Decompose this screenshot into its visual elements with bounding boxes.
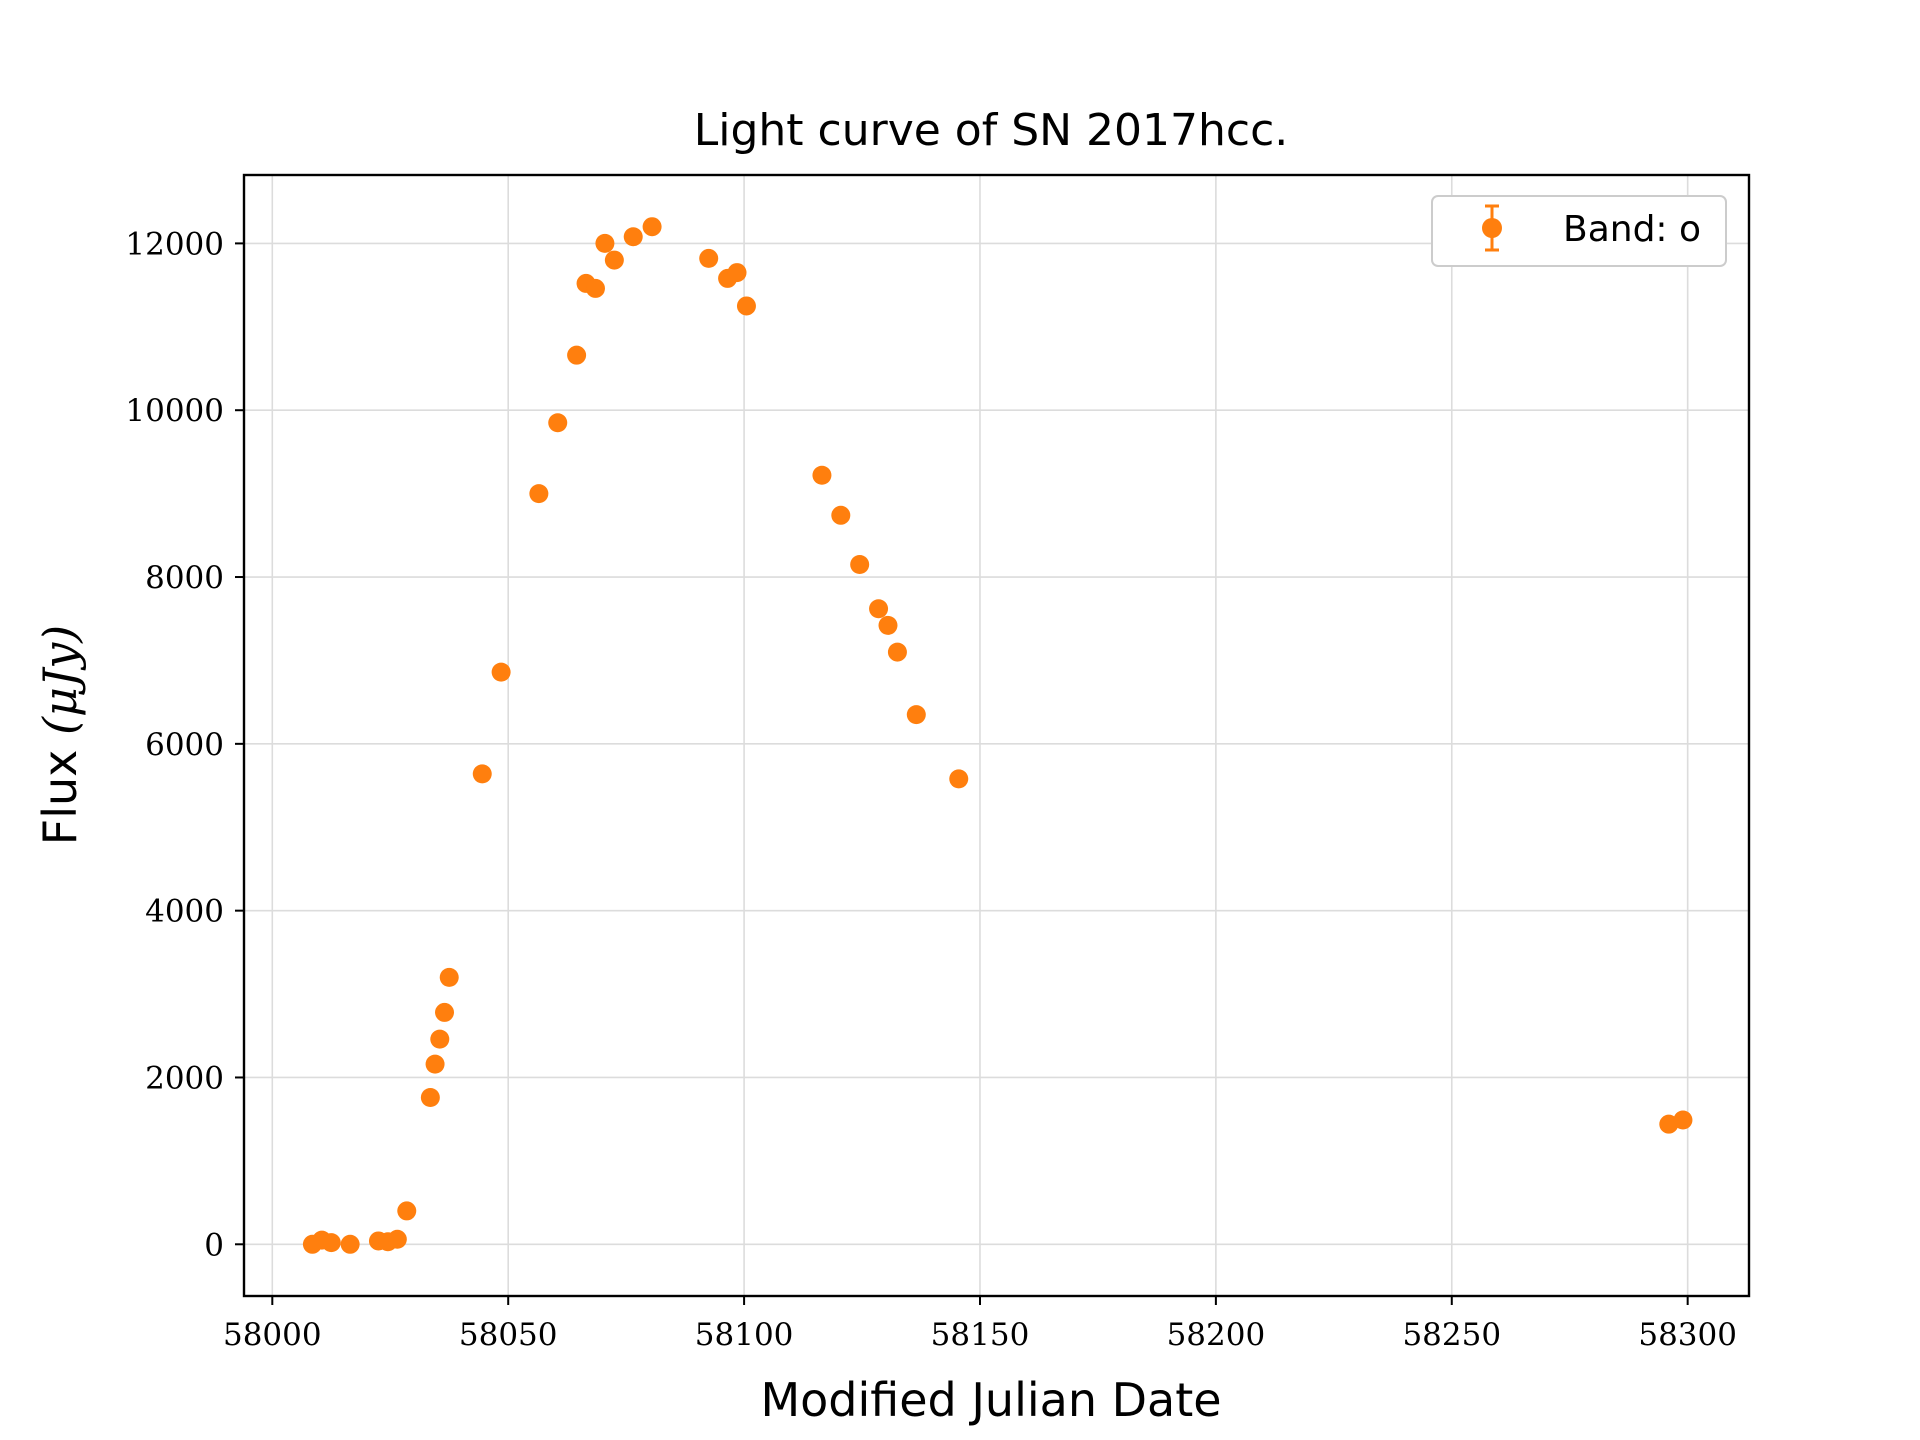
- plot-frame: [242, 173, 1751, 1298]
- legend-box: [1431, 195, 1727, 267]
- data-point: [869, 599, 889, 619]
- x-tick-label: 58000: [223, 1317, 322, 1353]
- grid-lines: [244, 175, 1749, 1296]
- data-point: [595, 233, 615, 253]
- data-point: [340, 1234, 360, 1254]
- data-point: [420, 1087, 440, 1107]
- y-tick-label: 8000: [145, 560, 224, 596]
- legend: Band: o: [1431, 195, 1727, 267]
- data-point: [1673, 1110, 1693, 1130]
- data-point: [529, 484, 549, 504]
- x-tick-label: 58050: [459, 1317, 558, 1353]
- x-tick-label: 58100: [695, 1317, 794, 1353]
- data-point: [831, 505, 851, 525]
- data-point: [321, 1233, 341, 1253]
- data-point: [727, 263, 747, 283]
- data-point: [878, 615, 898, 635]
- y-tick-label: 0: [204, 1227, 224, 1263]
- legend-label: Band: o: [1563, 209, 1701, 250]
- data-point: [850, 555, 870, 575]
- data-point: [906, 705, 926, 725]
- y-tick-label: 6000: [145, 727, 224, 763]
- data-point: [472, 764, 492, 784]
- x-tick-label: 58150: [931, 1317, 1030, 1353]
- data-point: [397, 1201, 417, 1221]
- data-point: [642, 217, 662, 237]
- data-points: [302, 217, 1693, 1254]
- y-axis-label: Flux (μJy): [33, 625, 87, 845]
- x-tick-label: 58200: [1167, 1317, 1266, 1353]
- chart-title: Light curve of SN 2017hcc.: [694, 105, 1289, 156]
- y-tick-label: 10000: [125, 393, 224, 429]
- data-point: [812, 465, 832, 485]
- data-point: [604, 250, 624, 270]
- data-point: [949, 769, 969, 789]
- data-point: [425, 1054, 445, 1074]
- data-point: [439, 967, 459, 987]
- x-tick-label: 58250: [1402, 1317, 1501, 1353]
- y-axis-label-text: Flux: [33, 735, 87, 845]
- legend-marker: [1482, 204, 1502, 252]
- data-point: [491, 662, 511, 682]
- data-point: [430, 1029, 450, 1049]
- y-tick-label: 12000: [125, 226, 224, 262]
- data-point: [887, 642, 907, 662]
- data-point: [699, 248, 719, 268]
- data-point: [567, 345, 587, 365]
- y-tick-label: 2000: [145, 1060, 224, 1096]
- data-point: [435, 1002, 455, 1022]
- x-tick-label: 58300: [1638, 1317, 1737, 1353]
- data-point: [736, 296, 756, 316]
- data-point: [548, 413, 568, 433]
- x-axis-label: Modified Julian Date: [760, 1373, 1221, 1427]
- axis-ticks: 58000 58050 58100 58150 58200 58250 58300 0 2000…: [125, 226, 1737, 1353]
- data-point: [387, 1229, 407, 1249]
- y-tick-label: 4000: [145, 894, 224, 930]
- y-axis-label-unit: (μJy): [33, 625, 87, 735]
- data-point: [623, 227, 643, 247]
- data-point: [585, 278, 605, 298]
